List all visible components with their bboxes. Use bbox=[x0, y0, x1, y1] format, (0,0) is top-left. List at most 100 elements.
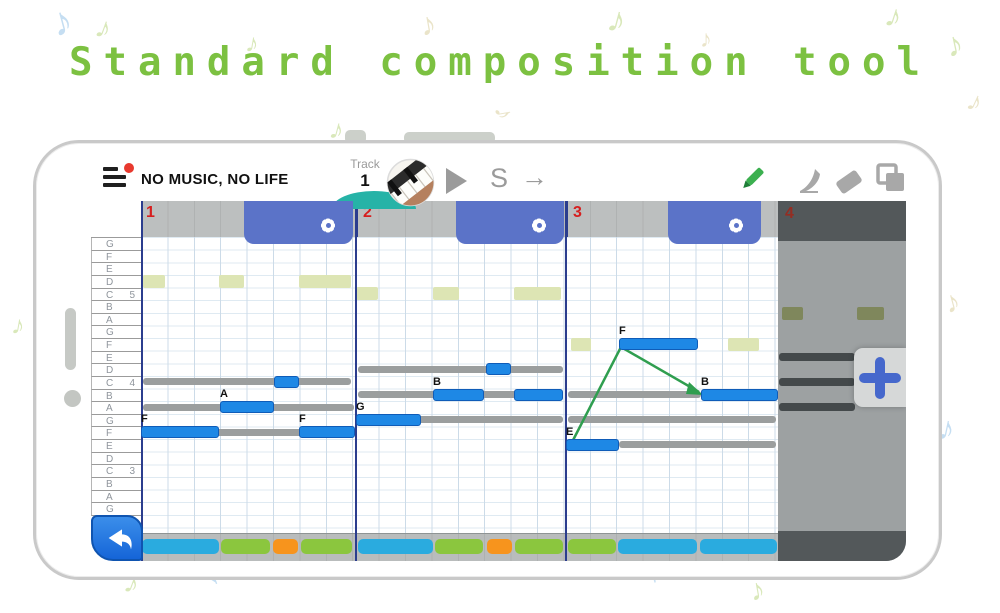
stop-button[interactable]: S bbox=[490, 163, 509, 193]
music-note-icon: ♪ bbox=[9, 309, 28, 341]
key-row-e: E bbox=[91, 351, 141, 365]
scale-highlight-cell bbox=[514, 287, 561, 301]
note-block[interactable] bbox=[486, 363, 511, 376]
overview-strip[interactable] bbox=[141, 533, 778, 561]
ghost-bar bbox=[779, 353, 855, 361]
key-label: E bbox=[106, 441, 113, 452]
note-pitch-label: B bbox=[433, 375, 441, 388]
menu-button[interactable] bbox=[103, 163, 137, 192]
note-pitch-label: F bbox=[619, 325, 626, 338]
key-label: G bbox=[106, 239, 114, 250]
play-button[interactable] bbox=[446, 168, 467, 194]
measure-settings-button[interactable] bbox=[456, 201, 564, 244]
measure-settings-button[interactable] bbox=[668, 201, 761, 244]
key-row-f: F bbox=[91, 339, 141, 352]
note-block[interactable] bbox=[299, 426, 355, 439]
instrument-piano-icon[interactable] bbox=[378, 152, 443, 215]
octave-label: 5 bbox=[129, 289, 135, 301]
overview-segment-cyan[interactable] bbox=[358, 539, 433, 554]
key-row-a: A bbox=[91, 313, 141, 327]
measure-number: 2 bbox=[363, 204, 372, 221]
measure-number: 3 bbox=[573, 204, 582, 221]
ruler-measure-1[interactable]: 1 bbox=[141, 201, 356, 237]
key-label: G bbox=[106, 504, 114, 516]
gear-icon bbox=[530, 216, 548, 234]
note-block[interactable] bbox=[274, 375, 299, 388]
key-label: F bbox=[106, 251, 113, 263]
copy-tool-icon[interactable] bbox=[875, 162, 906, 194]
ruler-measure-2[interactable]: 2 bbox=[356, 201, 566, 237]
overview-segment-cyan[interactable] bbox=[618, 539, 697, 554]
phone-speaker bbox=[65, 308, 76, 370]
music-note-icon: ♪ bbox=[488, 103, 521, 123]
eraser-tool-icon[interactable] bbox=[833, 165, 865, 197]
song-title: NO MUSIC, NO LIFE bbox=[141, 171, 289, 188]
key-label: B bbox=[106, 390, 113, 402]
key-row-a: A bbox=[91, 490, 141, 504]
measure-settings-button[interactable] bbox=[244, 201, 353, 244]
key-label: A bbox=[106, 403, 113, 415]
note-pitch-label: G bbox=[356, 400, 365, 413]
touch-tool-icon[interactable] bbox=[795, 162, 827, 194]
scale-highlight-cell bbox=[728, 337, 759, 351]
note-block[interactable] bbox=[514, 388, 563, 401]
measure-number: 4 bbox=[785, 205, 794, 222]
music-note-icon: ♪ bbox=[603, 0, 632, 42]
music-note-icon: ♪ bbox=[962, 84, 989, 119]
undo-button[interactable] bbox=[91, 515, 143, 561]
note-block[interactable] bbox=[220, 401, 274, 414]
phone-camera bbox=[64, 390, 81, 407]
note-block[interactable] bbox=[356, 413, 421, 426]
ghost-bar bbox=[779, 403, 855, 411]
measure-divider-line bbox=[141, 201, 143, 561]
overview-segment-cyan[interactable] bbox=[700, 539, 777, 554]
music-note-icon: ♪ bbox=[940, 284, 964, 321]
sustain-bar bbox=[568, 391, 701, 398]
track-number[interactable]: 1 bbox=[360, 171, 370, 190]
overview-segment-orange[interactable] bbox=[487, 539, 512, 554]
ruler-measure-3[interactable]: 3 bbox=[566, 201, 778, 237]
pencil-tool-icon[interactable] bbox=[737, 162, 769, 194]
track-label: Track bbox=[350, 157, 380, 171]
note-pitch-label: A bbox=[220, 388, 228, 401]
note-block[interactable] bbox=[701, 388, 778, 401]
key-row-e: E bbox=[91, 440, 141, 453]
note-block[interactable] bbox=[433, 388, 484, 401]
forward-button[interactable]: → bbox=[521, 162, 548, 192]
overview-segment-cyan[interactable] bbox=[142, 539, 219, 554]
overview-segment-green[interactable] bbox=[515, 539, 563, 554]
add-measure-button[interactable] bbox=[854, 348, 906, 407]
measure-number: 1 bbox=[146, 204, 155, 221]
overview-segment-green[interactable] bbox=[221, 539, 270, 554]
overview-segment-green[interactable] bbox=[301, 539, 352, 554]
key-row-g: G bbox=[91, 503, 141, 516]
key-label: E bbox=[106, 352, 113, 364]
gear-hole bbox=[536, 222, 542, 228]
key-label: G bbox=[106, 415, 114, 427]
plus-icon bbox=[875, 357, 885, 399]
overview-segment-orange[interactable] bbox=[273, 539, 298, 554]
note-block[interactable] bbox=[619, 338, 698, 351]
measure-divider-line bbox=[565, 201, 567, 561]
overview-segment-green[interactable] bbox=[435, 539, 483, 554]
key-label: A bbox=[106, 314, 113, 326]
key-label: F bbox=[106, 428, 113, 440]
music-note-icon: ♪ bbox=[46, 0, 78, 46]
gear-icon bbox=[319, 216, 337, 234]
next-measure-panel: 4 bbox=[778, 201, 906, 561]
key-label: D bbox=[106, 365, 114, 377]
key-label: F bbox=[106, 340, 113, 351]
scale-highlight-cell bbox=[299, 274, 351, 288]
overview-segment-green[interactable] bbox=[568, 539, 616, 554]
gear-icon bbox=[727, 216, 745, 234]
sustain-bar bbox=[143, 428, 354, 436]
music-note-icon: ♪ bbox=[416, 4, 440, 44]
note-block[interactable] bbox=[141, 426, 219, 439]
sustain-bar bbox=[568, 416, 776, 424]
note-block[interactable] bbox=[566, 438, 619, 451]
gear-hole bbox=[733, 222, 739, 228]
octave-label: 4 bbox=[129, 377, 135, 389]
key-row-f: F bbox=[91, 250, 141, 264]
